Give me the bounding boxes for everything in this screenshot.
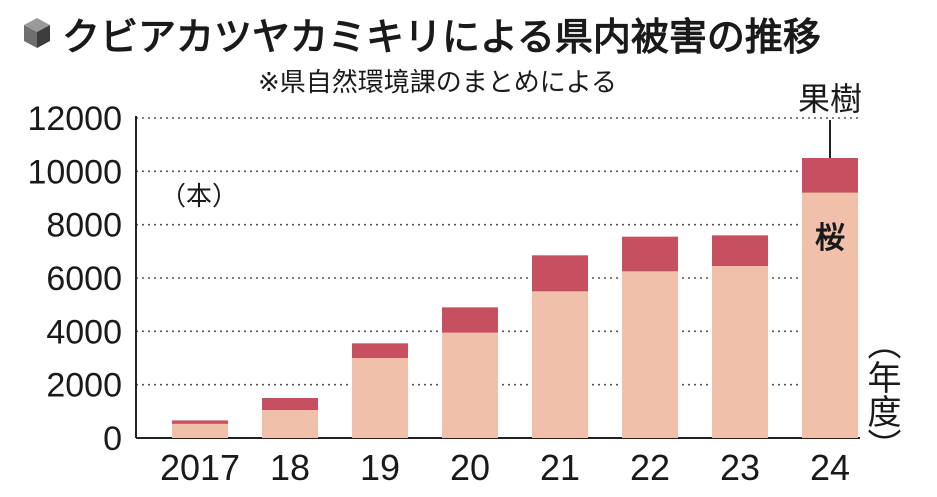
x-tick-label: 20 <box>450 447 490 488</box>
bar-kaju-21 <box>532 255 588 292</box>
bar-kaju-22 <box>622 236 678 272</box>
x-tick-label: 22 <box>630 447 670 488</box>
x-tick-label: 21 <box>540 447 580 488</box>
bar-kaju-19 <box>352 343 408 358</box>
x-axis-unit: （年度） <box>861 326 901 462</box>
x-tick-label: 18 <box>270 447 310 488</box>
chart-subtitle: ※県自然環境課のまとめによる <box>258 68 618 98</box>
y-tick-label: 6000 <box>46 260 122 298</box>
title-row: クビアカツヤカミキリによる県内被害の推移 <box>22 8 821 59</box>
bar-kaju-23 <box>712 235 768 266</box>
bar-kaju-2017 <box>172 420 228 424</box>
y-tick-label: 4000 <box>46 313 122 351</box>
y-tick-label: 12000 <box>27 100 122 138</box>
bar-kaju-18 <box>262 398 318 410</box>
bar-kaju-24 <box>802 158 858 193</box>
y-tick-label: 2000 <box>46 367 122 405</box>
series-label-sakura: 桜 <box>815 221 845 256</box>
bar-sakura-19 <box>352 358 408 438</box>
bar-sakura-22 <box>622 271 678 438</box>
y-tick-label: 8000 <box>46 207 122 245</box>
bar-sakura-24 <box>802 192 858 438</box>
x-tick-label: 24 <box>810 447 850 488</box>
bar-sakura-21 <box>532 291 588 438</box>
x-tick-label: 23 <box>720 447 760 488</box>
cube-icon <box>24 18 50 48</box>
y-tick-label: 0 <box>103 420 122 458</box>
bar-sakura-18 <box>262 410 318 438</box>
x-tick-label: 2017 <box>160 447 240 488</box>
y-tick-label: 10000 <box>27 153 122 191</box>
y-axis-unit: （本） <box>160 182 239 212</box>
series-label-kaju: 果樹 <box>798 80 862 118</box>
chart-title: クビアカツヤカミキリによる県内被害の推移 <box>62 14 821 59</box>
bar-sakura-2017 <box>172 423 228 438</box>
x-tick-label: 19 <box>360 447 400 488</box>
bar-kaju-20 <box>442 307 498 333</box>
bar-sakura-23 <box>712 266 768 438</box>
bar-sakura-20 <box>442 332 498 438</box>
